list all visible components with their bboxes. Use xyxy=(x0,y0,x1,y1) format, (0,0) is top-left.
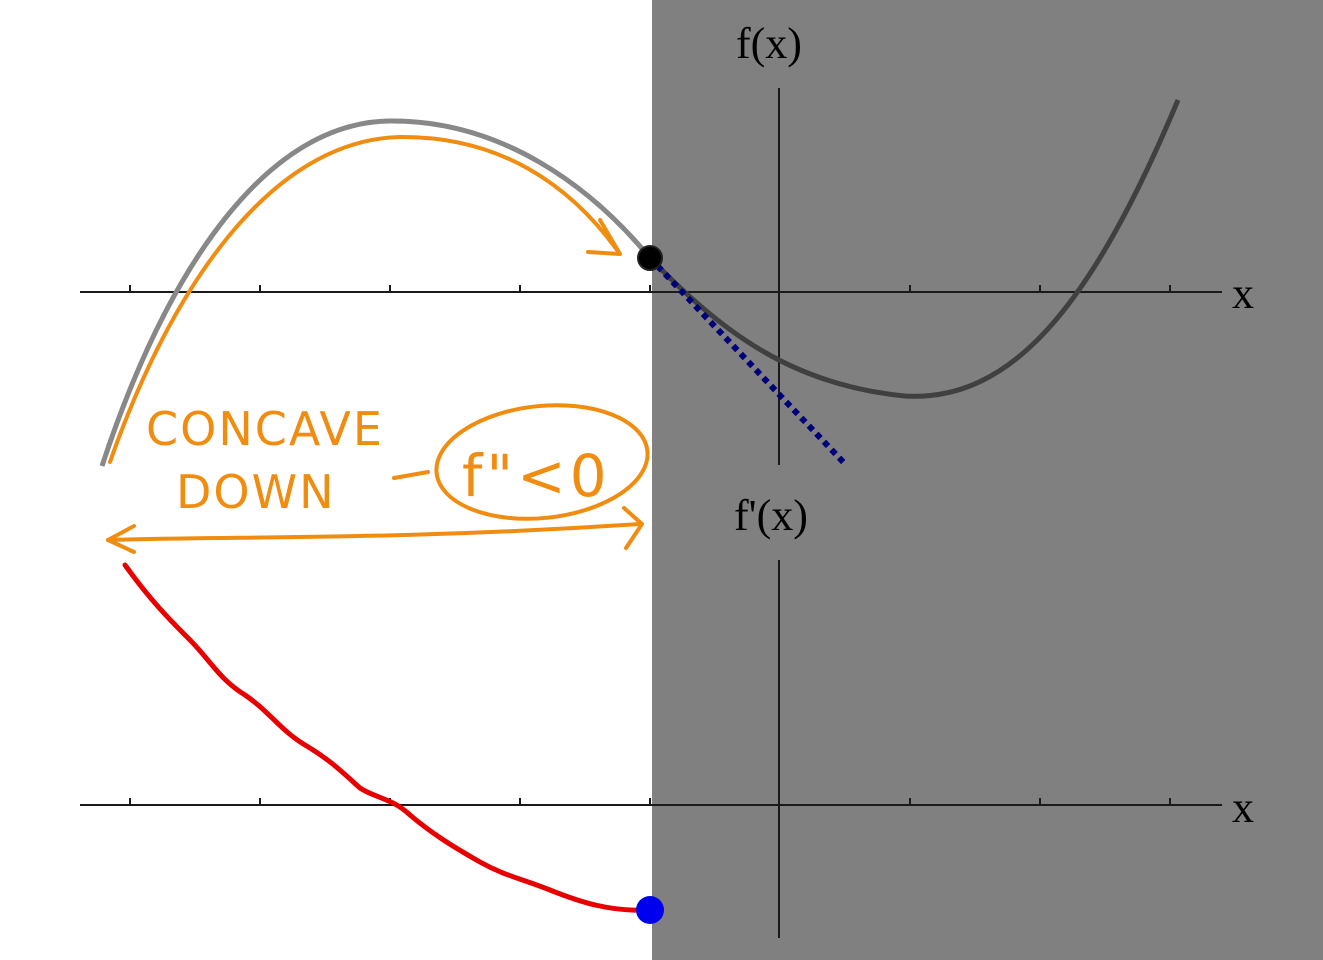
shaded-region xyxy=(652,0,1323,960)
top-x-ticks xyxy=(129,285,1171,292)
bottom-graph: f'(x) x xyxy=(80,491,1254,938)
bottom-y-label: f'(x) xyxy=(734,491,808,540)
connector-dash xyxy=(392,470,430,480)
top-x-label: x xyxy=(1232,269,1254,318)
derivative-point xyxy=(636,896,664,924)
top-graph: f(x) x xyxy=(80,19,1254,468)
tangent-point xyxy=(637,245,663,271)
bottom-x-label: x xyxy=(1232,783,1254,832)
interval-arrow-line xyxy=(106,522,642,542)
orange-arc xyxy=(108,134,619,464)
condition-ellipse xyxy=(434,403,650,521)
down-text: DOWN xyxy=(176,465,336,519)
orange-arc-arrowhead xyxy=(586,218,622,256)
tangent-line xyxy=(647,255,849,468)
annotations: CONCAVE DOWN f"<0 xyxy=(106,134,650,554)
concave-text: CONCAVE xyxy=(146,402,384,456)
condition-text: f"<0 xyxy=(462,442,611,510)
top-y-label: f(x) xyxy=(736,19,802,68)
interval-arrow-right-head xyxy=(622,506,644,550)
interval-arrow-left-head xyxy=(106,524,136,554)
f-curve-left xyxy=(99,118,652,467)
f-curve-right xyxy=(648,99,1181,399)
derivative-curve xyxy=(122,562,653,913)
